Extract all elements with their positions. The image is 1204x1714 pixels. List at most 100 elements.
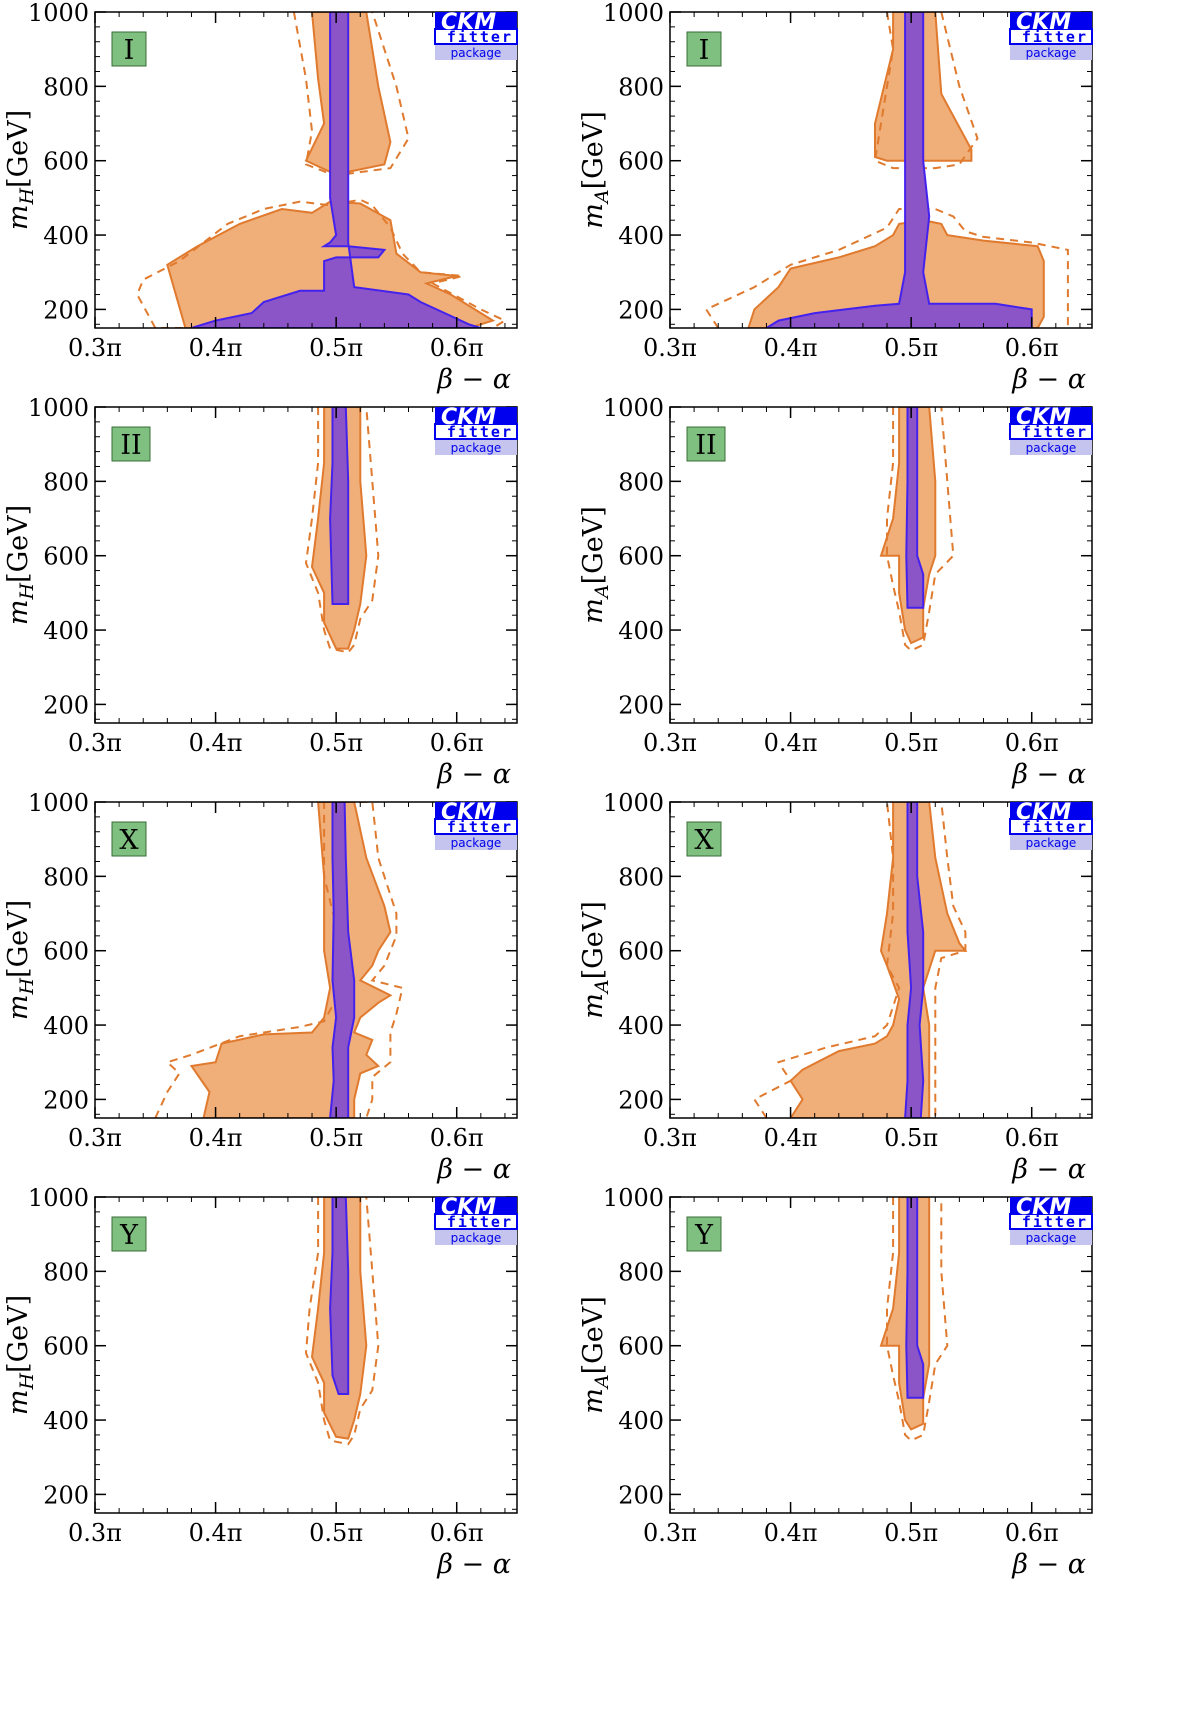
inner-region — [905, 1197, 925, 1399]
logo-fitter-text: fitter — [1022, 1213, 1088, 1231]
outer-region — [789, 802, 968, 1118]
dashed-contour-upper — [873, 12, 979, 170]
x-tick-label: 0.3π — [643, 1519, 697, 1547]
logo-fitter-text: fitter — [1022, 423, 1088, 441]
logo-fitter-text: fitter — [447, 1213, 513, 1231]
x-tick-label: 0.6π — [1005, 1124, 1059, 1152]
y-tick-label: 200 — [618, 1086, 664, 1114]
y-label-sub: A — [591, 584, 613, 600]
logo-package-text: package — [451, 441, 502, 455]
y-label-main: m — [578, 1388, 609, 1414]
logo-top-band — [435, 802, 517, 819]
plot-frame — [669, 801, 1093, 1119]
x-axis-label: β − α — [1011, 364, 1086, 395]
x-tick-label: 0.6π — [1005, 729, 1059, 757]
logo-package-text: package — [1026, 836, 1077, 850]
x-axis-label: β − α — [1011, 1549, 1086, 1580]
y-axis-label: mH[GeV] — [3, 1295, 38, 1415]
y-label-main: m — [578, 203, 609, 229]
inner-region — [329, 1197, 350, 1395]
y-label-main: m — [3, 995, 34, 1021]
y-tick-label: 600 — [43, 1333, 89, 1361]
y-tick-label: 1000 — [603, 394, 664, 422]
plot-frame — [669, 1196, 1093, 1514]
inner-region — [329, 407, 350, 605]
y-label-unit: [GeV] — [578, 1296, 609, 1374]
y-label-sub: H — [16, 188, 38, 206]
y-tick-label: 800 — [618, 468, 664, 496]
y-tick-label: 600 — [43, 148, 89, 176]
y-tick-label: 400 — [618, 222, 664, 250]
logo-bottom-band — [435, 45, 517, 60]
outer-region — [747, 219, 1045, 328]
x-axis-label: β − α — [1011, 759, 1086, 790]
logo-mid-band — [1009, 818, 1093, 835]
logo-package-text: package — [451, 46, 502, 60]
y-tick-label: 800 — [618, 863, 664, 891]
y-tick-label: 1000 — [28, 1184, 89, 1212]
logo-bottom-band — [1010, 45, 1092, 60]
logo-mid-band — [1009, 423, 1093, 440]
model-label: X — [119, 825, 139, 856]
x-tick-label: 0.6π — [430, 1124, 484, 1152]
y-label-unit: [GeV] — [578, 901, 609, 979]
panel-II-A: 0.3π 0.4π 0.5π 0.6π 200 400 600 800 1000 β − α mA[… — [578, 394, 1093, 790]
x-tick-label: 0.4π — [764, 1519, 818, 1547]
logo-top-band — [435, 12, 517, 29]
y-axis-label: mA[GeV] — [578, 506, 613, 623]
model-badge — [686, 426, 726, 462]
x-tick-label: 0.3π — [68, 1519, 122, 1547]
y-tick-label: 600 — [618, 148, 664, 176]
y-tick-label: 200 — [43, 1086, 89, 1114]
logo-bottom-band — [435, 835, 517, 850]
y-tick-label: 1000 — [28, 0, 89, 27]
model-badge — [111, 426, 151, 462]
y-label-sub: H — [16, 1373, 38, 1391]
y-tick-label: 800 — [43, 1258, 89, 1286]
y-label-sub: H — [16, 978, 38, 996]
model-badge — [111, 1216, 147, 1252]
logo-mid-band — [434, 1213, 518, 1230]
panel-Y-A: 0.3π 0.4π 0.5π 0.6π 200 400 600 800 1000 β − α mA[… — [578, 1184, 1093, 1580]
plot-area — [879, 1197, 949, 1442]
x-tick-label: 0.3π — [643, 729, 697, 757]
x-tick-label: 0.4π — [189, 729, 243, 757]
dashed-contour — [886, 407, 955, 652]
logo-ckm-text: CKM — [441, 405, 496, 430]
logo-package-text: package — [451, 1231, 502, 1245]
logo-mid-band — [1009, 1213, 1093, 1230]
x-tick-label: 0.5π — [884, 1519, 938, 1547]
plot-area — [752, 802, 968, 1118]
y-tick-label: 1000 — [28, 394, 89, 422]
x-tick-label: 0.4π — [764, 334, 818, 362]
dashed-contour — [886, 1197, 949, 1442]
logo-top-band — [1010, 12, 1092, 29]
model-badge — [686, 821, 722, 857]
logo-bottom-band — [435, 440, 517, 455]
model-badge — [111, 31, 147, 67]
plot-area — [304, 407, 380, 654]
panel-I-H: 0.3π 0.4π 0.5π 0.6π 200 400 600 800 1000 β − α mH[… — [3, 0, 518, 395]
plot-frame — [669, 406, 1093, 724]
logo-package-text: package — [451, 836, 502, 850]
logo-top-band — [1010, 802, 1092, 819]
x-axis-label: β − α — [1011, 1154, 1086, 1185]
logo-mid-band — [1009, 28, 1093, 45]
model-label: Y — [119, 1220, 139, 1251]
panel-II-H: 0.3π 0.4π 0.5π 0.6π 200 400 600 800 1000 β − α mH[… — [3, 394, 518, 790]
x-tick-label: 0.3π — [643, 1124, 697, 1152]
x-tick-label: 0.4π — [189, 1124, 243, 1152]
y-tick-label: 400 — [618, 617, 664, 645]
logo-ckm-text: CKM — [1016, 405, 1071, 430]
y-tick-label: 600 — [618, 543, 664, 571]
y-tick-label: 400 — [618, 1012, 664, 1040]
inner-region — [191, 12, 482, 328]
x-tick-label: 0.3π — [68, 729, 122, 757]
y-label-sub: A — [591, 1374, 613, 1390]
logo-bottom-band — [1010, 440, 1092, 455]
plot-frame — [94, 801, 518, 1119]
